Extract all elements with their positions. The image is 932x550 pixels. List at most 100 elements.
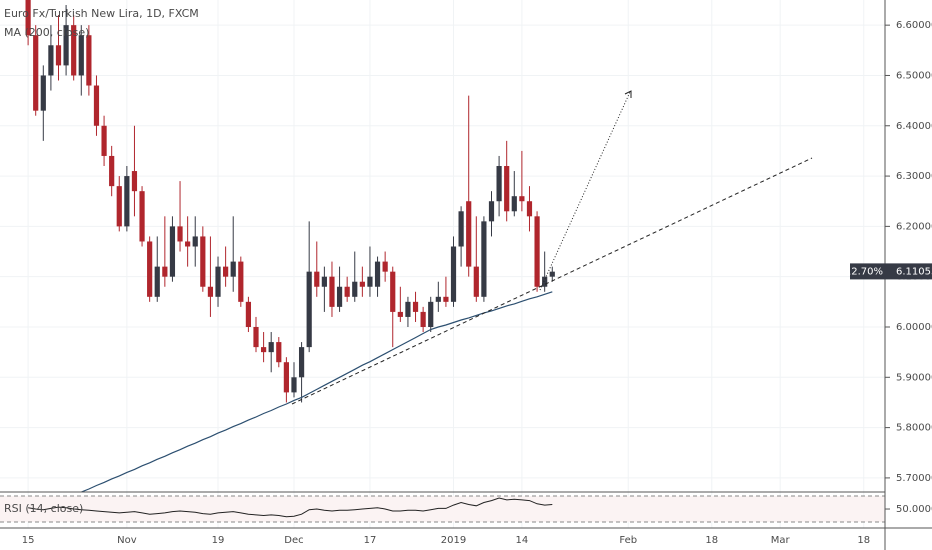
trend-line	[291, 157, 813, 405]
candle-body	[298, 347, 305, 378]
candle-body	[526, 201, 533, 217]
candle-body	[428, 301, 434, 327]
candle-body	[63, 25, 69, 66]
candle-body	[192, 236, 198, 247]
candle-body	[549, 271, 555, 277]
candle-body	[473, 266, 479, 297]
x-tick-label: 18	[857, 535, 870, 546]
candle-body	[162, 266, 168, 277]
price-pane	[25, 0, 555, 492]
candle-body	[124, 176, 130, 227]
y-tick-label: 6.00000	[896, 322, 932, 333]
x-tick-label: 18	[705, 535, 718, 546]
x-tick-label: 19	[212, 535, 225, 546]
rsi-line	[28, 497, 553, 518]
y-tick-label: 6.60000	[896, 20, 932, 31]
candle-body	[71, 25, 77, 76]
candle-body	[86, 35, 92, 86]
candle-body	[169, 226, 176, 277]
candle-body	[93, 85, 100, 126]
y-tick-label: 5.80000	[896, 423, 932, 434]
candle-body	[207, 286, 214, 297]
candle-body	[329, 276, 335, 307]
candle-body	[154, 266, 160, 297]
candle-body	[306, 271, 312, 348]
candle-body	[48, 45, 54, 76]
drawings	[291, 90, 813, 405]
chart-title: Euro Fx/Turkish New Lira, 1D, FXCM	[4, 7, 199, 20]
y-tick-label: 6.20000	[896, 221, 932, 232]
rsi-band	[0, 496, 885, 523]
axes: 15 Nov 19 Dec 17 2019 14 Feb 18 Mar 18 5.70000 5.800…	[22, 20, 932, 546]
x-tick-label: 15	[22, 535, 35, 546]
candle-body	[496, 166, 502, 202]
y-tick-label: 5.90000	[896, 372, 932, 383]
arrow-head	[624, 90, 632, 98]
candle-body	[450, 246, 457, 302]
candle-body	[336, 286, 343, 307]
y-tick-label: 6.30000	[896, 171, 932, 182]
x-tick-label: Feb	[619, 535, 637, 546]
candle-body	[390, 271, 396, 312]
candle-body	[230, 261, 236, 277]
candle-body	[109, 155, 115, 187]
candle-body	[367, 276, 373, 287]
candle-body	[131, 171, 138, 192]
candle-body	[40, 75, 46, 111]
candle-body	[352, 281, 358, 297]
candle-body	[443, 296, 449, 302]
candle-body	[412, 301, 419, 312]
candle-body	[420, 311, 426, 327]
y-tick-label: 6.40000	[896, 121, 932, 132]
candle-body	[291, 377, 297, 393]
candle-body	[359, 281, 365, 287]
candle-body	[382, 261, 388, 272]
candle-body	[458, 211, 464, 247]
change-label: -12.70%	[841, 266, 883, 277]
candle-body	[481, 221, 487, 297]
indicator-label: MA (200, close)	[4, 26, 89, 39]
candle-body	[25, 0, 31, 36]
x-tick-label: 2019	[441, 535, 466, 546]
x-tick-label: 14	[516, 535, 529, 546]
candle-body	[261, 347, 267, 353]
candle-body	[276, 342, 282, 363]
price-tag-bg	[850, 263, 932, 280]
candle-body	[534, 216, 540, 287]
candle-body	[435, 296, 441, 302]
last-price-label: 6.11053	[896, 266, 932, 277]
candle-body	[223, 266, 229, 277]
candle-body	[268, 342, 274, 353]
y-tick-label: 5.70000	[896, 473, 932, 484]
y-tick-label: 6.50000	[896, 70, 932, 81]
candle-body	[466, 201, 472, 267]
candle-body	[139, 191, 145, 242]
candle-body	[215, 266, 221, 297]
candle-body	[177, 226, 183, 242]
x-tick-label: Nov	[117, 535, 137, 546]
rsi-label: RSI (14, close)	[4, 502, 83, 515]
candle-body	[283, 362, 289, 393]
candle-body	[55, 45, 62, 66]
moving-average	[81, 291, 553, 492]
candle-body	[344, 286, 350, 297]
candle-body	[504, 166, 510, 212]
y-tick-label: 50.0000	[896, 504, 932, 515]
x-tick-label: Mar	[771, 535, 791, 546]
candle-body	[116, 186, 122, 227]
x-tick-label: 17	[364, 535, 377, 546]
projection-line	[539, 91, 631, 291]
candle-body	[78, 35, 84, 76]
candle-body	[542, 276, 548, 287]
candle-body	[488, 201, 495, 222]
candle-body	[511, 196, 517, 212]
candle-body	[314, 271, 320, 287]
candle-body	[200, 236, 206, 287]
candle-body	[245, 301, 252, 327]
candle-body	[147, 241, 153, 297]
candle-body	[33, 35, 39, 111]
candle-body	[405, 301, 411, 317]
candle-body	[101, 125, 107, 156]
rsi-pane	[0, 495, 885, 523]
